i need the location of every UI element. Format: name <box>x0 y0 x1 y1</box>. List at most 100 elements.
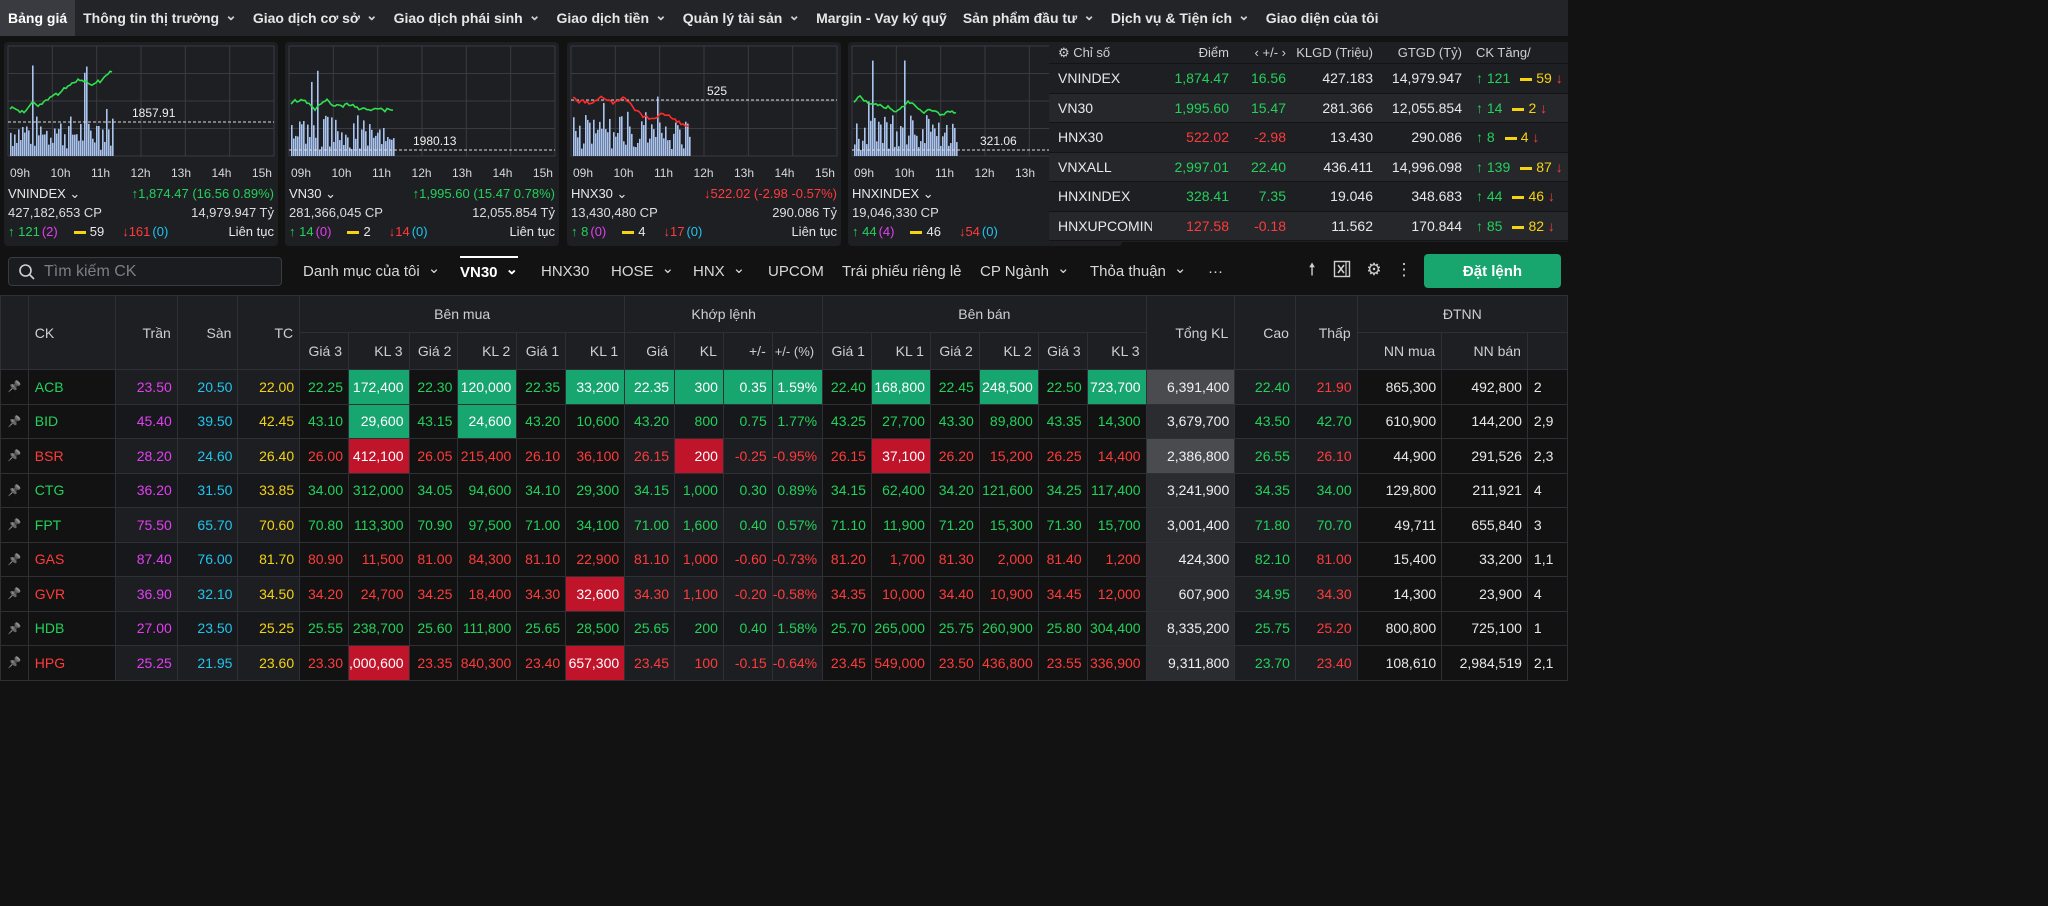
table-row[interactable]: 📌 HDB 27.00 23.50 25.25 25.55 238,700 25.60 111,… <box>0 610 1568 646</box>
gear-icon[interactable]: ⚙ <box>1366 260 1382 279</box>
index-name[interactable]: VN30 ⌄ <box>289 186 336 202</box>
col-g3-14[interactable]: Giá 3 <box>1037 332 1088 370</box>
nav-item-3[interactable]: Giao dịch phái sinh ⌄ <box>386 0 549 36</box>
mini-chart-hnx30[interactable]: 525 09h 10h 11h 12h 13h 14h 15h HNX30 ⌄ ↓522.02 (… <box>567 42 841 246</box>
pin-icon[interactable]: 📌 <box>0 472 29 508</box>
tab-4[interactable]: HNX ⌄ <box>693 256 745 286</box>
index-row-vnindex[interactable]: VNINDEX 1,874.47 16.56 427.183 14,979.947 ↑ 1… <box>1049 64 1568 94</box>
col-high[interactable]: Cao <box>1234 295 1296 370</box>
arrow-up-icon[interactable]: 🠕 <box>1308 260 1316 279</box>
pin-icon[interactable]: 📌 <box>0 610 29 646</box>
tab-5[interactable]: UPCOM <box>768 256 824 286</box>
symbol[interactable]: ACB <box>27 369 117 405</box>
table-row[interactable]: 📌 CTG 36.20 31.50 33.85 34.00 312,000 34.05 94,6… <box>0 472 1568 508</box>
table-row[interactable]: 📌 ACB 23.50 20.50 22.00 22.25 172,400 22.30 120,… <box>0 369 1568 405</box>
col-low[interactable]: Thấp <box>1294 295 1358 370</box>
index-name[interactable]: HNX30 ⌄ <box>571 186 627 202</box>
chevron-right-icon[interactable]: › <box>1278 45 1286 60</box>
symbol[interactable]: GAS <box>27 541 117 577</box>
chevron-left-icon[interactable]: ‹ <box>1254 45 1263 60</box>
col-g2-2[interactable]: Giá 2 <box>408 332 459 370</box>
nav-item-4[interactable]: Giao dịch tiền ⌄ <box>548 0 674 36</box>
table-row[interactable]: 📌 HPG 25.25 21.95 23.60 23.30,000,600 23.35 840… <box>0 645 1568 681</box>
table-row[interactable]: 📌 GAS 87.40 76.00 81.70 80.90 11,500 81.00 84,30… <box>0 541 1568 577</box>
nav-item-6[interactable]: Margin - Vay ký quỹ <box>808 0 955 36</box>
index-row-vnxall[interactable]: VNXALL 2,997.01 22.40 436.411 14,996.098 ↑ 13… <box>1049 152 1568 182</box>
table-row[interactable]: 📌 GVR 36.90 32.10 34.50 34.20 24,700 34.25 18,40… <box>0 576 1568 612</box>
place-order-button[interactable]: Đặt lệnh <box>1424 254 1561 288</box>
tab-0[interactable]: Danh mục của tôi ⌄ <box>303 256 440 286</box>
gear-icon[interactable]: ⚙ <box>1058 44 1074 60</box>
col-kl3-15[interactable]: KL 3 <box>1086 332 1147 370</box>
search-box[interactable] <box>8 257 282 286</box>
col-kl1-11[interactable]: KL 1 <box>870 332 931 370</box>
tab-1[interactable]: VN30 ⌄ <box>460 256 519 286</box>
col-g2-12[interactable]: Giá 2 <box>929 332 980 370</box>
nav-item-7[interactable]: Sản phẩm đầu tư ⌄ <box>955 0 1103 36</box>
group-buy: Bên mua <box>299 295 626 333</box>
symbol[interactable]: GVR <box>27 576 117 612</box>
pin-icon[interactable]: 📌 <box>0 541 29 577</box>
col-kl2-13[interactable]: KL 2 <box>978 332 1039 370</box>
table-row[interactable]: 📌 BID 45.40 39.50 42.45 43.10 29,600 43.15 24,60… <box>0 403 1568 439</box>
pin-icon[interactable]: 📌 <box>0 645 29 681</box>
nav-item-2[interactable]: Giao dịch cơ sở ⌄ <box>245 0 386 36</box>
tab-7[interactable]: CP Ngành ⌄ <box>980 256 1070 286</box>
nav-item-8[interactable]: Dịch vụ & Tiện ích ⌄ <box>1103 0 1258 36</box>
col-total-volume[interactable]: Tổng KL <box>1145 295 1236 370</box>
search-input[interactable] <box>44 262 264 281</box>
col-reference[interactable]: TC <box>237 295 301 370</box>
col-gia-6[interactable]: Giá <box>624 332 676 370</box>
nav-item-0[interactable]: Bảng giá <box>0 0 76 36</box>
col-pct-9[interactable]: +/- (%) <box>771 332 824 370</box>
nav-item-1[interactable]: Thông tin thị trường ⌄ <box>75 0 245 36</box>
pin-icon[interactable]: 📌 <box>0 576 29 612</box>
tab-3[interactable]: HOSE ⌄ <box>611 256 674 286</box>
symbol[interactable]: HDB <box>27 610 117 646</box>
volume-bar <box>876 141 878 156</box>
pin-icon[interactable]: 📌 <box>0 369 29 405</box>
col-ceiling[interactable]: Trần <box>115 295 178 370</box>
nav-item-5[interactable]: Quản lý tài sản ⌄ <box>675 0 808 36</box>
col-nnban-17[interactable]: NN bán <box>1441 332 1528 370</box>
col-kl3-1[interactable]: KL 3 <box>348 332 410 370</box>
index-col-name: Chỉ số <box>1073 44 1111 60</box>
symbol[interactable]: BSR <box>27 438 117 474</box>
pin-icon[interactable]: 📌 <box>0 438 29 474</box>
index-row-hnx30[interactable]: HNX30 522.02 -2.98 13.430 290.086 ↑ 8 4 ↓ <box>1049 123 1568 153</box>
ask-price-2: 71.20 <box>929 507 980 543</box>
index-row-hnxindex[interactable]: HNXINDEX 328.41 7.35 19.046 348.683 ↑ 44 46 ↓ <box>1049 182 1568 212</box>
tab-2[interactable]: HNX30 <box>541 256 589 286</box>
col-kl1-5[interactable]: KL 1 <box>565 332 626 370</box>
col-g3-0[interactable]: Giá 3 <box>299 332 350 370</box>
index-row-vn30[interactable]: VN30 1,995.60 15.47 281.366 12,055.854 ↑ 14 2 … <box>1049 93 1568 123</box>
more-vertical-icon[interactable]: ⋮ <box>1395 260 1413 279</box>
symbol[interactable]: HPG <box>27 645 117 681</box>
table-row[interactable]: 📌 FPT 75.50 65.70 70.60 70.80 113,300 70.90 97,5… <box>0 507 1568 543</box>
col-symbol[interactable]: CK <box>27 295 117 370</box>
pin-icon[interactable]: 📌 <box>0 403 29 439</box>
index-name[interactable]: HNXINDEX ⌄ <box>852 186 934 202</box>
symbol[interactable]: CTG <box>27 472 117 508</box>
col-floor[interactable]: Sàn <box>176 295 239 370</box>
index-name[interactable]: VNINDEX ⌄ <box>8 186 80 202</box>
tab-9[interactable]: ··· <box>1208 256 1223 286</box>
nav-item-9[interactable]: Giao diện của tôi <box>1258 0 1387 36</box>
mini-chart-vnindex[interactable]: 1857.91 09h 10h 11h 12h 13h 14h 15h VNINDEX ⌄ ↑1,… <box>4 42 278 246</box>
excel-icon[interactable] <box>1332 260 1352 280</box>
mini-chart-vn30[interactable]: 1980.13 09h 10h 11h 12h 13h 14h 15h VN30 ⌄ ↑1,995… <box>285 42 559 246</box>
col-g1-4[interactable]: Giá 1 <box>516 332 567 370</box>
symbol[interactable]: BID <box>27 403 117 439</box>
tab-8[interactable]: Thỏa thuận ⌄ <box>1090 256 1186 286</box>
col-g1-10[interactable]: Giá 1 <box>822 332 872 370</box>
col-kl-7[interactable]: KL <box>674 332 724 370</box>
tab-6[interactable]: Trái phiếu riêng lẻ <box>842 256 962 286</box>
pin-icon[interactable]: 📌 <box>0 507 29 543</box>
symbol[interactable]: FPT <box>27 507 117 543</box>
ask-volume-3: 14,400 <box>1086 438 1147 474</box>
col-kl2-3[interactable]: KL 2 <box>457 332 518 370</box>
col-chg-8[interactable]: +/- <box>722 332 773 370</box>
table-row[interactable]: 📌 BSR 28.20 24.60 26.40 26.00 412,100 26.05 215,… <box>0 438 1568 474</box>
col-nnmua-16[interactable]: NN mua <box>1356 332 1443 370</box>
